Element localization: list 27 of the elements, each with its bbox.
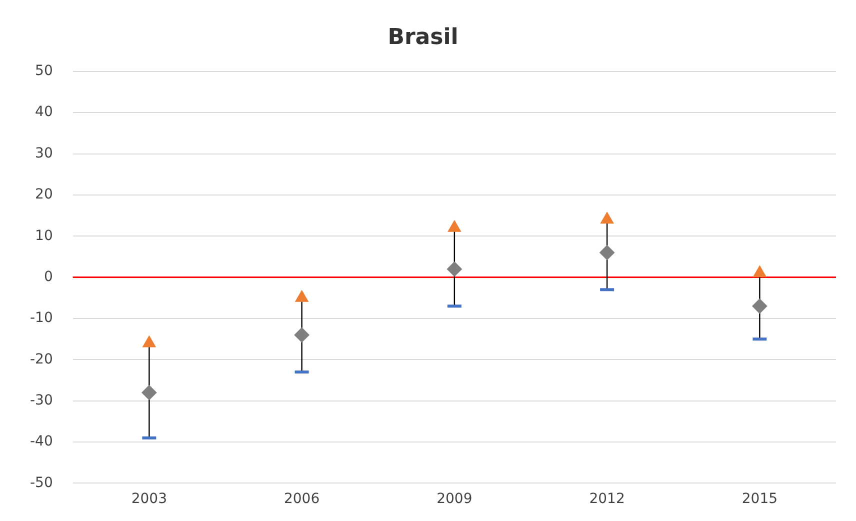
y-tick-label: 40 — [35, 104, 53, 120]
point — [752, 298, 768, 314]
point — [142, 385, 157, 400]
point — [600, 212, 614, 224]
y-tick-label: 20 — [35, 186, 53, 203]
y-tick-label: 50 — [35, 63, 53, 80]
x-tick-label: 2006 — [284, 491, 320, 508]
point — [295, 290, 308, 302]
y-tick-label: -40 — [30, 434, 53, 450]
x-tick-label: 2009 — [436, 491, 472, 508]
point — [448, 220, 461, 232]
y-tick-label: -20 — [30, 351, 53, 368]
point — [600, 245, 615, 260]
y-tick-label: 30 — [35, 145, 53, 162]
y-tick-label: 0 — [44, 268, 53, 285]
x-tick-label: 2015 — [742, 491, 778, 508]
y-tick-label: -30 — [30, 392, 53, 408]
chart-title: Brasil — [388, 24, 458, 50]
point — [446, 262, 462, 277]
y-tick-label: -10 — [30, 310, 53, 326]
point — [753, 266, 766, 278]
x-tick-label: 2003 — [131, 491, 167, 508]
point — [294, 327, 310, 342]
point — [142, 336, 156, 348]
x-tick-label: 2012 — [589, 491, 625, 508]
y-tick-label: -50 — [30, 474, 53, 491]
y-tick-label: 10 — [35, 228, 53, 244]
